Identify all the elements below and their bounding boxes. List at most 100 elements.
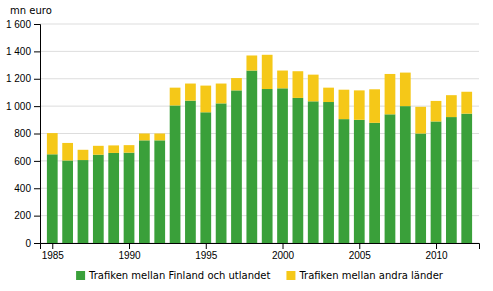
bar <box>124 153 135 243</box>
bar <box>339 119 350 243</box>
bar-series <box>47 55 472 161</box>
bar <box>154 140 165 243</box>
y-tick: 1 400 <box>6 46 40 57</box>
grid-line <box>40 78 479 79</box>
x-tick-line <box>52 243 53 249</box>
bar <box>385 74 396 114</box>
x-tick-line <box>436 243 437 249</box>
y-tick-line <box>34 216 40 217</box>
y-tick-label: 0 <box>25 238 31 249</box>
y-tick: 600 <box>14 156 40 167</box>
bar <box>293 98 304 243</box>
y-tick-label: 1 400 <box>6 46 31 57</box>
y-axis-title: mn euro <box>10 5 52 16</box>
bar <box>446 95 457 117</box>
bar <box>139 134 150 141</box>
bar <box>308 101 319 243</box>
bar <box>200 86 211 113</box>
y-tick: 1 600 <box>6 19 40 30</box>
bar <box>78 150 89 160</box>
bar <box>185 84 196 101</box>
x-tick: 1990 <box>118 243 141 261</box>
y-tick: 1 000 <box>6 101 40 112</box>
y-tick-label: 800 <box>14 128 31 139</box>
bar <box>139 140 150 243</box>
x-tick: 2010 <box>425 243 448 261</box>
grid-line <box>40 51 479 52</box>
x-tick-label: 2000 <box>272 250 295 261</box>
bar <box>47 154 58 243</box>
bar <box>369 89 380 123</box>
y-axis: 02004006008001 0001 2001 4001 600 <box>6 19 41 249</box>
bar <box>246 55 257 70</box>
y-tick-line <box>34 161 40 162</box>
grid-line <box>40 160 479 161</box>
y-tick-label: 1 200 <box>6 73 31 84</box>
x-tick: 1995 <box>195 243 218 261</box>
y-tick-label: 1 600 <box>6 19 31 30</box>
x-tick-line <box>206 243 207 249</box>
bar <box>293 71 304 98</box>
bar <box>170 105 181 243</box>
bar <box>323 88 334 102</box>
x-tick-label: 1985 <box>42 250 65 261</box>
x-tick-label: 1990 <box>118 250 141 261</box>
y-tick: 0 <box>25 238 40 249</box>
legend: Trafiken mellan Finland och utlandet Traf… <box>76 270 444 281</box>
bar <box>431 101 442 122</box>
bar <box>461 114 472 243</box>
bar <box>246 71 257 243</box>
y-tick-line <box>34 24 40 25</box>
bar <box>339 90 350 119</box>
legend-label: Trafiken mellan Finland och utlandet <box>88 270 270 281</box>
x-axis-line <box>41 244 480 250</box>
bar <box>78 160 89 243</box>
bar <box>431 121 442 243</box>
bar <box>323 102 334 243</box>
bar <box>262 89 273 243</box>
grid-line <box>40 106 479 107</box>
x-tick-line <box>283 243 284 249</box>
bar <box>400 106 411 243</box>
bar <box>262 55 273 89</box>
y-tick: 800 <box>14 128 40 139</box>
y-tick-line <box>34 243 40 244</box>
bar <box>108 145 119 153</box>
bar <box>47 133 58 154</box>
bar <box>354 120 365 243</box>
grid-line <box>40 215 479 216</box>
bars <box>47 55 472 243</box>
bar <box>461 92 472 114</box>
x-tick-label: 1995 <box>195 250 218 261</box>
grid-line <box>40 188 479 189</box>
bar <box>200 112 211 243</box>
bar <box>385 114 396 243</box>
bar <box>400 73 411 107</box>
bar <box>62 143 73 161</box>
bar <box>124 145 135 153</box>
y-tick: 1 200 <box>6 73 40 84</box>
bar <box>231 90 242 243</box>
bar <box>108 153 119 243</box>
legend-label: Trafiken mellan andra länder <box>298 270 443 281</box>
bar <box>231 78 242 90</box>
bar <box>308 75 319 102</box>
bar-series <box>47 71 472 243</box>
bar <box>446 117 457 243</box>
y-tick: 200 <box>14 210 40 221</box>
y-tick-line <box>34 134 40 135</box>
bar <box>369 123 380 243</box>
bar <box>93 155 104 243</box>
bar <box>277 71 288 89</box>
bar <box>93 146 104 155</box>
plot: 19851990199520002005201002004006008001 0… <box>6 19 480 261</box>
bar <box>415 134 426 244</box>
x-tick-line <box>129 243 130 249</box>
x-tick-label: 2005 <box>349 250 372 261</box>
bar <box>216 84 227 104</box>
y-tick-line <box>34 51 40 52</box>
y-axis-line <box>34 25 41 244</box>
y-tick-label: 600 <box>14 156 31 167</box>
x-tick: 1985 <box>42 243 65 261</box>
chart: 19851990199520002005201002004006008001 0… <box>0 0 493 291</box>
